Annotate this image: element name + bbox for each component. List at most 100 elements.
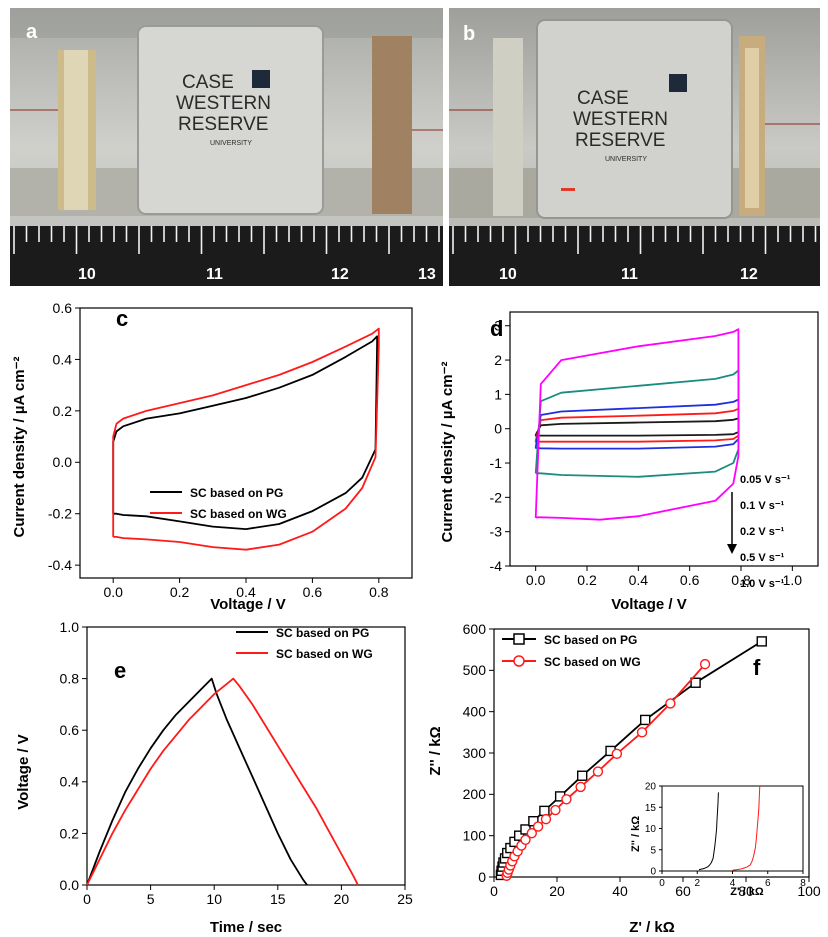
ruler-label: 10 bbox=[78, 266, 96, 283]
y-tick-label: 200 bbox=[463, 786, 487, 802]
inset-y-axis-label: Z'' / kΩ bbox=[630, 816, 642, 852]
x-tick-label: 4 bbox=[730, 878, 736, 889]
x-tick-label: 20 bbox=[549, 883, 565, 899]
ruler-label: 13 bbox=[418, 266, 436, 283]
device-photo-a: a CASE WESTERN RESERVE UNIVERSITY 10 11 … bbox=[10, 8, 443, 286]
logo-line: WESTERN bbox=[573, 109, 668, 130]
x-axis-label-d: Voltage / V bbox=[611, 596, 687, 612]
x-tick-label: 0 bbox=[659, 878, 665, 889]
ruler-a bbox=[13, 226, 440, 254]
x-tick-label: 8 bbox=[800, 878, 806, 889]
plot-frame bbox=[509, 311, 819, 567]
panel-label-a: a bbox=[26, 21, 38, 43]
legend-f: SC based on PG SC based on WG bbox=[502, 633, 641, 669]
y-axis-label-e: Voltage / V bbox=[15, 734, 32, 810]
x-tick-label: 0.8 bbox=[731, 572, 751, 588]
logo-a: CASE WESTERN RESERVE UNIVERSITY bbox=[176, 72, 271, 147]
y-tick-label: 20 bbox=[645, 782, 657, 793]
legend-c: SC based on PG SC based on WG bbox=[150, 486, 287, 521]
x-tick-label: 15 bbox=[270, 891, 286, 907]
y-tick-label: -3 bbox=[490, 524, 503, 540]
logo-line: UNIVERSITY bbox=[605, 156, 647, 163]
x-tick-label: 0 bbox=[83, 891, 91, 907]
x-axis-label-e: Time / sec bbox=[210, 919, 282, 936]
y-tick-label: -1 bbox=[490, 455, 503, 471]
plot-frame bbox=[86, 626, 406, 886]
x-tick-label: 0.4 bbox=[629, 572, 649, 588]
logo-line: RESERVE bbox=[178, 114, 268, 135]
y-tick-label: 0.0 bbox=[53, 454, 73, 470]
panel-label-f: f bbox=[753, 655, 761, 680]
data-point bbox=[690, 677, 701, 688]
y-tick-label: 0.6 bbox=[60, 722, 80, 738]
y-tick-label: -0.4 bbox=[48, 557, 72, 573]
series-line bbox=[112, 327, 380, 551]
x-tick-label: 5 bbox=[147, 891, 155, 907]
logo-b: CASE WESTERN RESERVE UNIVERSITY bbox=[573, 88, 668, 163]
legend-marker-circle bbox=[513, 655, 525, 667]
y-tick-label: 1 bbox=[494, 386, 502, 402]
legend-label: SC based on WG bbox=[544, 655, 641, 669]
x-tick-label: 0.2 bbox=[577, 572, 597, 588]
logo-line: CASE bbox=[577, 88, 629, 109]
legend-label: SC based on PG bbox=[544, 633, 637, 647]
series-line bbox=[86, 677, 359, 886]
chart-c: 0.0 0.2 0.4 0.6 0.8 -0.4 -0.2 0.0 0.2 0.4 0.6 c Vo… bbox=[11, 300, 413, 612]
x-tick-label: 100 bbox=[797, 883, 821, 899]
data-point bbox=[592, 766, 604, 777]
legend-label: SC based on PG bbox=[190, 486, 283, 500]
x-tick-label: 0.0 bbox=[526, 572, 546, 588]
scan-rate-legend: 0.05 V s⁻¹ 0.1 V s⁻¹ 0.2 V s⁻¹ 0.5 V s⁻¹… bbox=[740, 474, 791, 590]
logo-line: CASE bbox=[182, 72, 234, 93]
panel-label-e: e bbox=[114, 658, 126, 683]
photo-panel-b: b CASE WESTERN RESERVE UNIVERSITY 10 11 … bbox=[449, 8, 820, 286]
y-axis-label-d: Current density / µA cm⁻² bbox=[439, 361, 456, 542]
scan-rate-arrow bbox=[727, 492, 737, 554]
series-line bbox=[698, 792, 719, 871]
data-point bbox=[532, 821, 544, 832]
x-tick-label: 0 bbox=[490, 883, 498, 899]
y-tick-label: 0.8 bbox=[60, 671, 80, 687]
x-tick-label: 20 bbox=[334, 891, 350, 907]
panel-label-c: c bbox=[116, 306, 128, 331]
ruler-label: 11 bbox=[621, 266, 638, 283]
data-point bbox=[539, 805, 550, 817]
y-tick-label: 0.2 bbox=[53, 403, 73, 419]
photo-panel-a: a CASE WESTERN RESERVE UNIVERSITY 10 11 … bbox=[10, 8, 443, 286]
chart-e: 0 5 10 15 20 25 0.0 0.2 0.4 0.6 0.8 1.0 e Time / se… bbox=[15, 619, 413, 936]
data-point bbox=[699, 658, 711, 670]
y-tick-label: 1.0 bbox=[60, 619, 80, 635]
scan-rate-label: 1.0 V s⁻¹ bbox=[740, 578, 785, 590]
device-photo-b: b CASE WESTERN RESERVE UNIVERSITY 10 11 … bbox=[449, 8, 820, 286]
ruler-label: 11 bbox=[206, 266, 223, 283]
y-tick-label: -2 bbox=[490, 489, 503, 505]
y-tick-label: 15 bbox=[645, 803, 657, 814]
panel-label-b: b bbox=[463, 23, 475, 45]
x-tick-label: 80 bbox=[738, 883, 754, 899]
data-point bbox=[520, 834, 531, 846]
data-point bbox=[550, 804, 561, 816]
x-axis-label-c: Voltage / V bbox=[210, 596, 286, 612]
x-tick-label: 1.0 bbox=[783, 572, 803, 588]
legend-label: SC based on PG bbox=[276, 626, 369, 640]
y-axis-label-f: Z'' / kΩ bbox=[427, 726, 444, 775]
data-point bbox=[576, 770, 588, 781]
y-tick-label: 300 bbox=[463, 745, 487, 761]
panel-label-d: d bbox=[490, 316, 503, 341]
y-tick-label: 600 bbox=[463, 621, 487, 637]
y-tick-label: 400 bbox=[463, 704, 487, 720]
x-tick-label: 25 bbox=[397, 891, 413, 907]
data-point bbox=[639, 714, 651, 726]
y-tick-label: 0 bbox=[494, 421, 502, 437]
logo-line: UNIVERSITY bbox=[210, 140, 252, 147]
x-tick-label: 0.6 bbox=[680, 572, 700, 588]
y-tick-label: 2 bbox=[494, 352, 502, 368]
y-tick-label: 0.2 bbox=[60, 825, 80, 841]
series-line bbox=[112, 335, 379, 531]
series-line bbox=[86, 677, 308, 886]
plot-frame bbox=[661, 785, 804, 872]
data-point bbox=[636, 727, 648, 738]
x-tick-label: 0.8 bbox=[369, 584, 389, 600]
y-tick-label: 0.4 bbox=[60, 774, 80, 790]
